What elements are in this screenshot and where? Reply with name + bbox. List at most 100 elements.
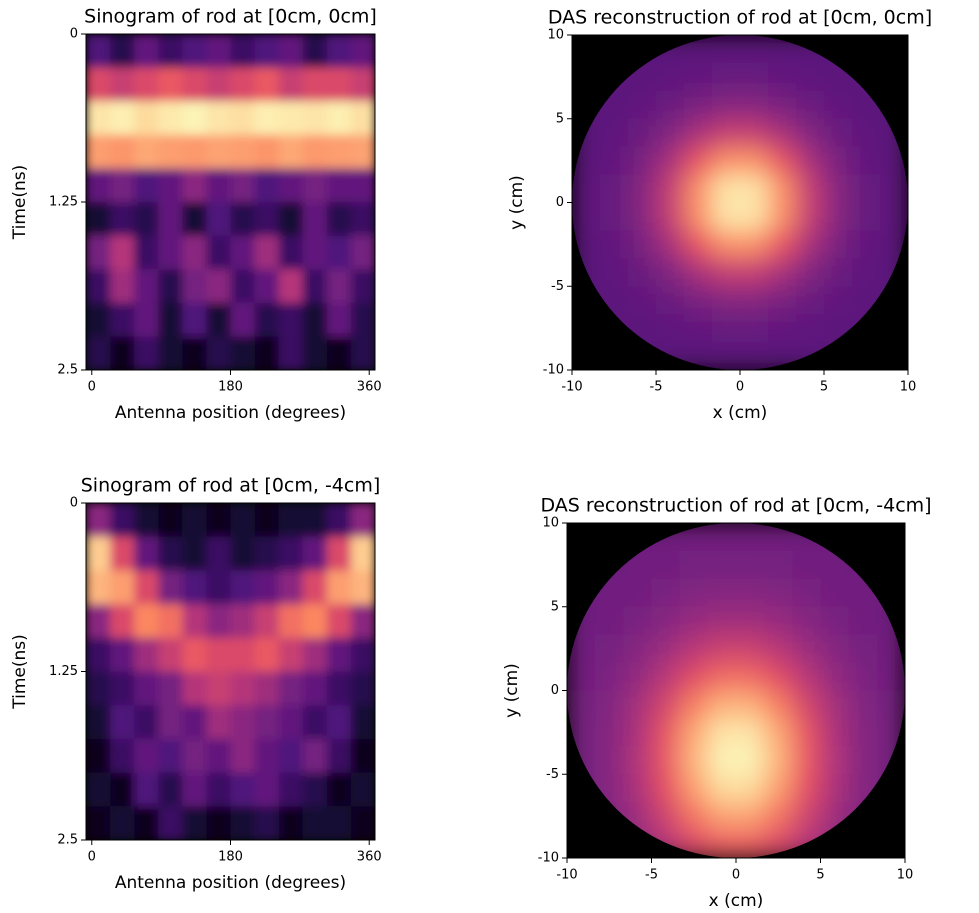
heatmap-cell (623, 774, 653, 803)
heatmap-cell (182, 269, 208, 304)
heatmap-cell (182, 536, 208, 571)
heatmap-cell (326, 738, 352, 774)
heatmap-cell (848, 718, 878, 747)
heatmap-cell (326, 503, 352, 538)
heatmap-cell (302, 705, 328, 740)
x-tick-label: -10 (561, 380, 582, 395)
heatmap-cell (158, 302, 183, 337)
heatmap-cell (736, 662, 765, 692)
heatmap-cell (278, 101, 304, 136)
heatmap-cell (736, 634, 765, 664)
heatmap-cell (792, 662, 822, 692)
heatmap-cell (110, 168, 135, 203)
heatmap-cell (254, 336, 280, 370)
heatmap-cell (595, 606, 624, 636)
heatmap-cell (302, 134, 328, 169)
heatmap-cell (326, 604, 352, 639)
heatmap-cell (230, 671, 256, 706)
heatmap-cell (852, 174, 881, 204)
heatmap-cell (820, 662, 850, 692)
heatmap-cell (254, 269, 280, 304)
heatmap-cell (651, 578, 681, 608)
heatmap-cell (740, 230, 769, 259)
heatmap-cell (158, 101, 183, 136)
heatmap-cell (302, 738, 328, 774)
heatmap-cell (86, 570, 111, 605)
heatmap-cell (86, 738, 111, 774)
heatmap-cell (206, 536, 232, 571)
heatmap-cell (206, 302, 232, 337)
heatmap-cell (134, 336, 159, 370)
heatmap-cell (206, 336, 232, 370)
heatmap-cell (600, 174, 629, 204)
heatmap-cell (820, 718, 850, 747)
heatmap-cell (110, 235, 135, 270)
subplot: 0 180 360 0 1.25 2.5 Sinogram of rod at [0cm, … (10, 6, 382, 424)
heatmap-cell (206, 738, 232, 774)
heatmap-cell (764, 690, 793, 720)
heatmap-cell (86, 302, 111, 337)
heatmap-cell (278, 604, 304, 639)
heatmap-cell (824, 286, 853, 315)
x-tick-label: 180 (218, 380, 243, 395)
heatmap-cell (326, 536, 352, 571)
heatmap-cell (302, 503, 328, 538)
heatmap-cell (712, 286, 741, 315)
heatmap-cell (848, 606, 878, 636)
x-tick-label: 180 (218, 850, 243, 865)
x-axis-label: x (cm) (709, 891, 764, 911)
heatmap-cell (230, 34, 256, 69)
heatmap-cell (628, 202, 657, 232)
heatmap-cell (158, 705, 183, 740)
heatmap-cell (302, 269, 328, 304)
heatmap-cell (206, 705, 232, 740)
heatmap-cell (651, 802, 681, 831)
heatmap-cell (679, 774, 709, 803)
heatmap-cell (254, 806, 280, 840)
heatmap-cell (796, 230, 825, 259)
heatmap-cell (684, 202, 713, 232)
heatmap-cell (230, 570, 256, 605)
heatmap-cell (278, 806, 304, 840)
heatmap-cell (740, 62, 769, 92)
heatmap-cell (712, 258, 741, 287)
heatmap-cell (651, 662, 681, 692)
heatmap-cell (684, 286, 713, 315)
heatmap-cell (656, 286, 685, 315)
heatmap-cell (134, 637, 159, 673)
heatmap-cell (712, 202, 741, 232)
heatmap-cell (736, 830, 765, 858)
heatmap-cell (876, 690, 905, 720)
heatmap-cell (628, 146, 657, 176)
heatmap-cell (350, 34, 375, 69)
heatmap-cell (278, 235, 304, 270)
y-tick-label: 2.5 (57, 363, 78, 378)
heatmap-cell (679, 746, 709, 775)
heatmap-cell (302, 772, 328, 807)
y-tick-label: 5 (556, 111, 564, 126)
y-tick-label: 0 (556, 195, 564, 210)
heatmap-cell (736, 550, 765, 580)
heatmap-cell (567, 662, 596, 692)
heatmap-cell (230, 302, 256, 337)
heatmap-cell (572, 202, 601, 232)
heatmap-cell (707, 634, 737, 664)
heatmap-cell (278, 134, 304, 169)
heatmap-cell (651, 550, 681, 580)
heatmap-cell (134, 806, 159, 840)
heatmap-cell (206, 503, 232, 538)
heatmap-cell (230, 604, 256, 639)
heatmap-cell (651, 746, 681, 775)
heatmap-cell (206, 806, 232, 840)
heatmap-cell (684, 314, 713, 343)
heatmap-cell (350, 806, 375, 840)
y-tick-label: 1.25 (49, 195, 78, 210)
heatmap-cell (158, 637, 183, 673)
heatmap-clip (572, 35, 908, 370)
heatmap-cell (595, 718, 624, 747)
heatmap-cell (824, 146, 853, 176)
y-tick-label: -10 (538, 851, 559, 866)
heatmap-cell (651, 774, 681, 803)
heatmap-clip (86, 34, 375, 370)
